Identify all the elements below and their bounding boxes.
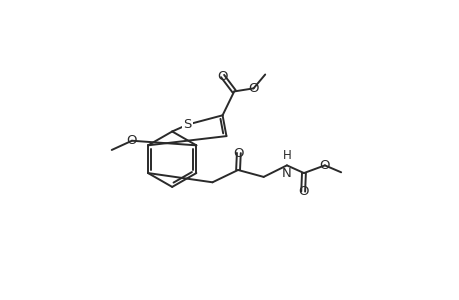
Text: O: O	[297, 185, 308, 198]
Text: O: O	[217, 70, 227, 83]
Text: S: S	[183, 118, 191, 131]
Text: O: O	[319, 159, 330, 172]
Text: O: O	[233, 146, 244, 160]
Text: N: N	[281, 167, 291, 180]
Text: O: O	[248, 82, 258, 95]
Text: O: O	[126, 134, 137, 147]
Text: H: H	[282, 149, 291, 162]
